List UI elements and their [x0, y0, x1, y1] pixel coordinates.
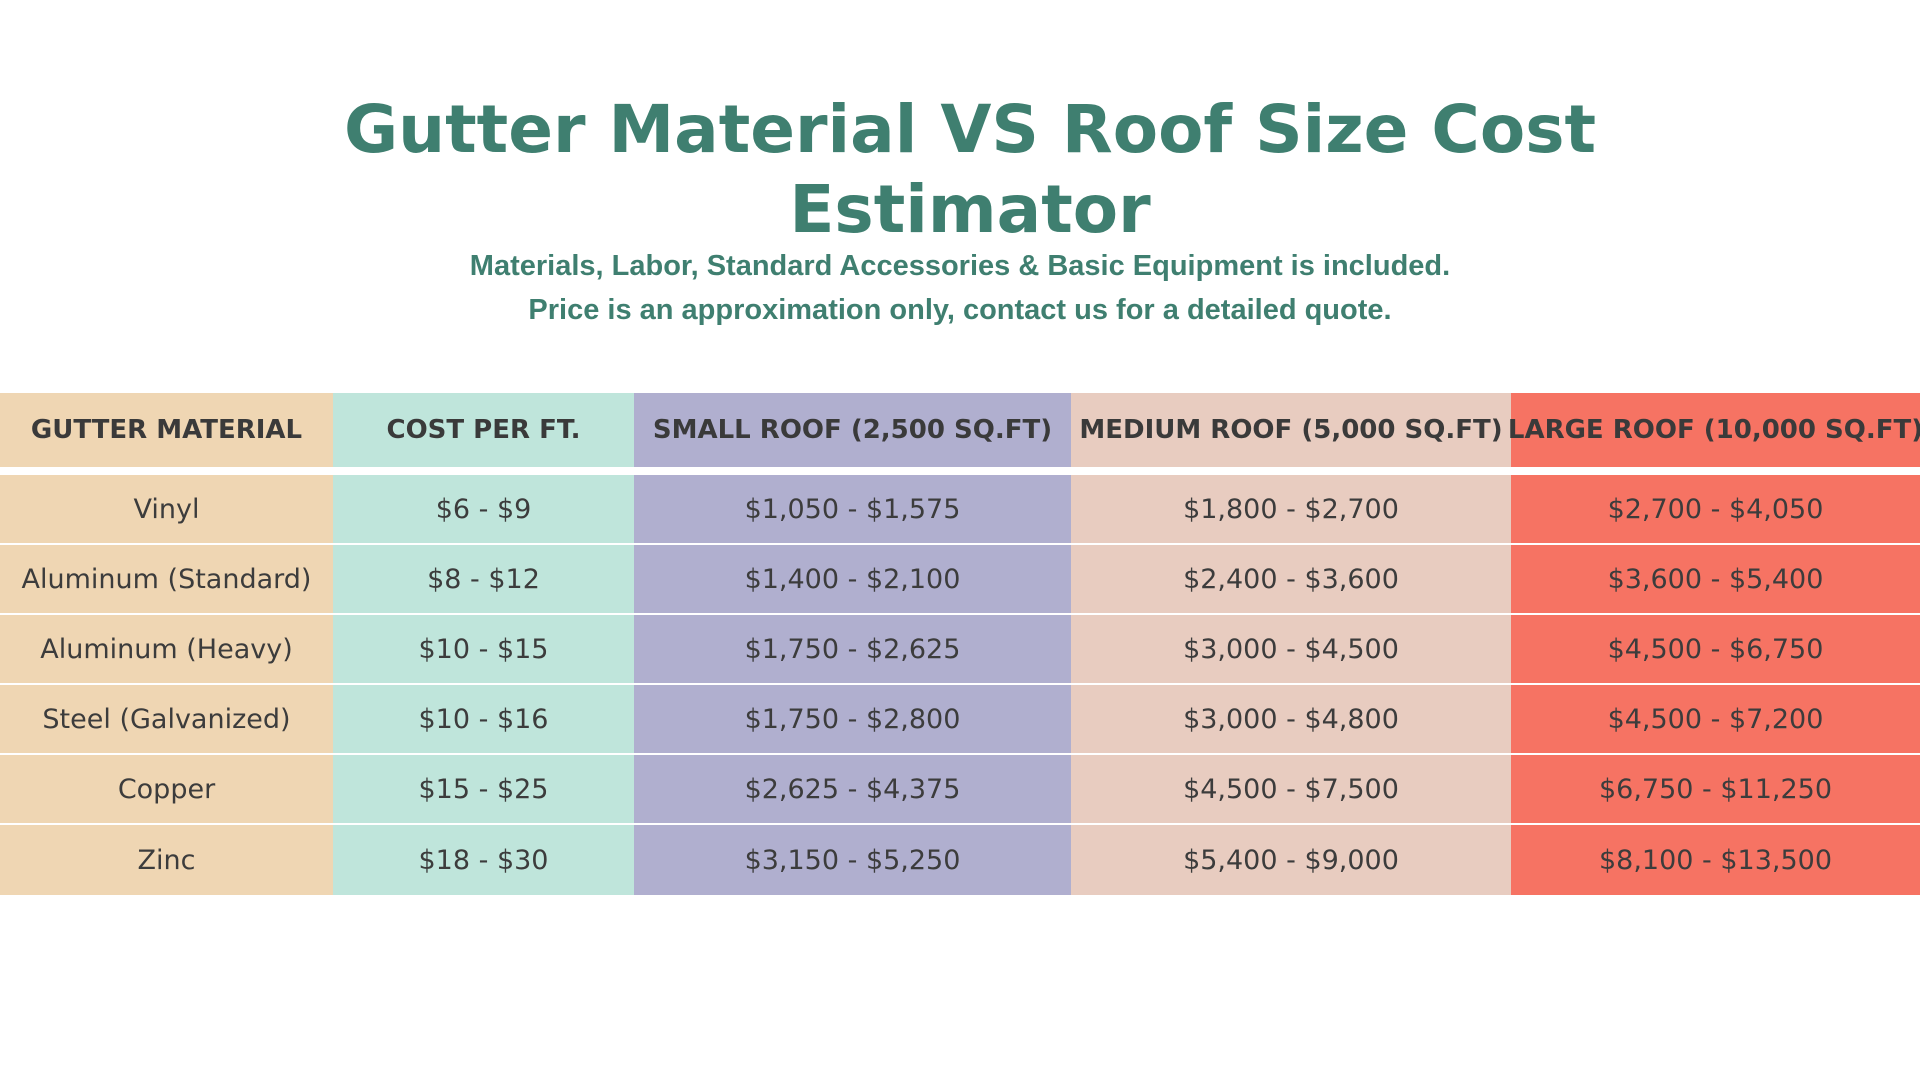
table-row: Steel (Galvanized) $10 - $16 $1,750 - $2… — [0, 685, 1920, 755]
cell-medium-roof: $3,000 - $4,500 — [1071, 615, 1511, 683]
cell-small-roof: $3,150 - $5,250 — [634, 825, 1071, 895]
cell-large-roof: $6,750 - $11,250 — [1511, 755, 1920, 823]
cell-small-roof: $1,050 - $1,575 — [634, 475, 1071, 543]
cell-cost-per-ft: $10 - $15 — [333, 615, 634, 683]
cell-large-roof: $3,600 - $5,400 — [1511, 545, 1920, 613]
cell-large-roof: $4,500 - $6,750 — [1511, 615, 1920, 683]
cell-medium-roof: $4,500 - $7,500 — [1071, 755, 1511, 823]
cell-large-roof: $2,700 - $4,050 — [1511, 475, 1920, 543]
table-row: Aluminum (Heavy) $10 - $15 $1,750 - $2,6… — [0, 615, 1920, 685]
header-large-roof: LARGE ROOF (10,000 SQ.FT) — [1508, 393, 1920, 467]
cell-medium-roof: $5,400 - $9,000 — [1071, 825, 1511, 895]
cell-material: Aluminum (Heavy) — [0, 615, 333, 683]
header-small-roof: SMALL ROOF (2,500 SQ.FT) — [634, 393, 1071, 467]
cell-large-roof: $8,100 - $13,500 — [1511, 825, 1920, 895]
cell-material: Zinc — [0, 825, 333, 895]
table-row: Aluminum (Standard) $8 - $12 $1,400 - $2… — [0, 545, 1920, 615]
cell-cost-per-ft: $10 - $16 — [333, 685, 634, 753]
cost-estimator-table: GUTTER MATERIAL COST PER FT. SMALL ROOF … — [0, 393, 1920, 895]
cell-small-roof: $1,750 - $2,800 — [634, 685, 1071, 753]
cell-medium-roof: $1,800 - $2,700 — [1071, 475, 1511, 543]
table-row: Zinc $18 - $30 $3,150 - $5,250 $5,400 - … — [0, 825, 1920, 895]
table-row: Copper $15 - $25 $2,625 - $4,375 $4,500 … — [0, 755, 1920, 825]
cell-material: Copper — [0, 755, 333, 823]
page-subtitle: Materials, Labor, Standard Accessories &… — [0, 244, 1920, 332]
cell-medium-roof: $2,400 - $3,600 — [1071, 545, 1511, 613]
page-title: Gutter Material VS Roof Size Cost Estima… — [0, 90, 1920, 250]
cell-material: Steel (Galvanized) — [0, 685, 333, 753]
table-header-row: GUTTER MATERIAL COST PER FT. SMALL ROOF … — [0, 393, 1920, 467]
table-row: Vinyl $6 - $9 $1,050 - $1,575 $1,800 - $… — [0, 475, 1920, 545]
subtitle-line-2: Price is an approximation only, contact … — [528, 294, 1392, 326]
subtitle-line-1: Materials, Labor, Standard Accessories &… — [469, 250, 1451, 282]
cell-cost-per-ft: $15 - $25 — [333, 755, 634, 823]
cell-large-roof: $4,500 - $7,200 — [1511, 685, 1920, 753]
cell-medium-roof: $3,000 - $4,800 — [1071, 685, 1511, 753]
cell-small-roof: $2,625 - $4,375 — [634, 755, 1071, 823]
header-medium-roof: MEDIUM ROOF (5,000 SQ.FT) — [1071, 393, 1511, 467]
page-title-line-2: Estimator — [789, 171, 1151, 249]
cell-cost-per-ft: $8 - $12 — [333, 545, 634, 613]
cell-cost-per-ft: $18 - $30 — [333, 825, 634, 895]
header-gutter-material: GUTTER MATERIAL — [0, 393, 333, 467]
header-cost-per-ft: COST PER FT. — [333, 393, 634, 467]
cell-small-roof: $1,750 - $2,625 — [634, 615, 1071, 683]
cell-material: Vinyl — [0, 475, 333, 543]
cell-small-roof: $1,400 - $2,100 — [634, 545, 1071, 613]
cell-cost-per-ft: $6 - $9 — [333, 475, 634, 543]
cell-material: Aluminum (Standard) — [0, 545, 333, 613]
page-title-line-1: Gutter Material VS Roof Size Cost — [343, 91, 1597, 169]
